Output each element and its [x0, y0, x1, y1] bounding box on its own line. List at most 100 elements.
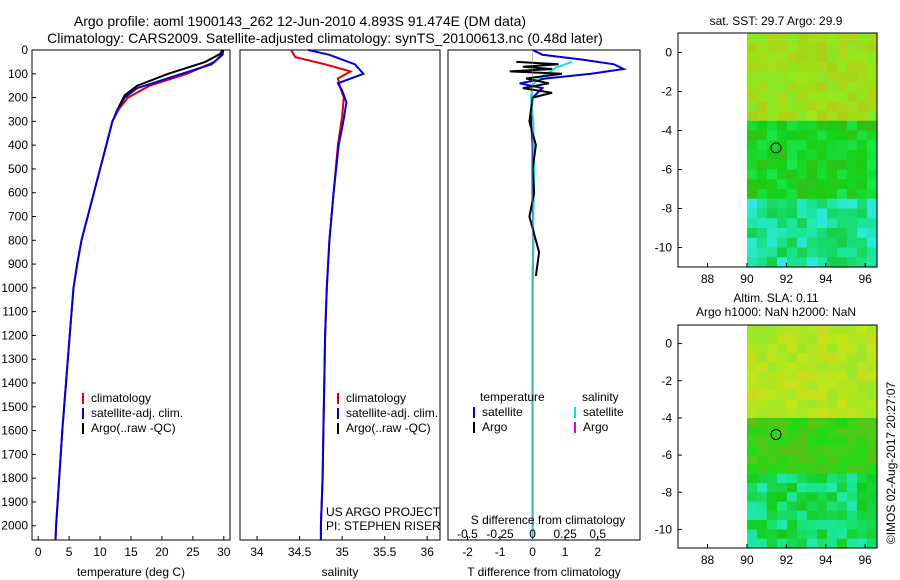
sla-map-cell: [796, 380, 808, 391]
sla-map-cell: [826, 464, 838, 475]
sst-map-cell: [856, 33, 868, 44]
sla-map-cell: [796, 390, 808, 400]
differences-xlabel: T difference from climatology: [467, 565, 621, 579]
salinity-xtick-label: 35: [335, 545, 349, 559]
sla-map-cell: [796, 529, 808, 540]
sla-map-cell: [836, 371, 848, 382]
sla-map-cell: [846, 501, 858, 512]
sla-map-cell: [816, 352, 828, 363]
sst-map-cell: [806, 130, 818, 141]
temperature-ytick-label: 1900: [1, 495, 28, 509]
sst-map-frame: [677, 32, 878, 268]
sla-map-cell: [756, 417, 768, 428]
sla-map-cell: [786, 399, 798, 410]
salinity-panel: 34 34.5 35 35.5 36 salinity climatologysatelli…: [239, 49, 441, 579]
sla-map-cell: [856, 473, 868, 484]
sst-map-ytick-label: -4: [661, 124, 672, 138]
sla-map-cell: [776, 427, 788, 438]
sla-map-cell: [806, 325, 818, 335]
sst-map-cell: [776, 62, 788, 73]
temperature-ytick-label: 400: [8, 138, 28, 152]
sst-map-cell: [796, 218, 808, 229]
sst-map-cell: [826, 42, 838, 54]
sla-map-cell: [756, 427, 768, 438]
sla-map-cell: [816, 538, 828, 549]
sst-map-cell: [856, 81, 868, 93]
sla-map-cell: [756, 343, 768, 354]
sla-map-cell: [846, 436, 858, 447]
sla-map-cell: [856, 325, 868, 335]
sst-map-cell: [826, 52, 838, 63]
sla-map-cell: [806, 334, 818, 345]
sla-map-cell: [786, 334, 798, 345]
sst-map-cell: [816, 189, 828, 200]
sla-map-cell: [846, 362, 858, 373]
sst-map-cell: [806, 257, 818, 268]
sst-map-cell: [756, 228, 768, 239]
sla-map-cell: [826, 408, 838, 419]
sst-map-cell: [826, 169, 838, 180]
sst-map-cell: [766, 101, 778, 112]
sla-map-cell: [776, 510, 788, 521]
sla-map-cell: [806, 510, 818, 521]
sla-map-cell: [846, 510, 858, 521]
sst-map-cell: [856, 130, 868, 141]
sla-map-cell: [746, 427, 758, 438]
sla-map-cell: [776, 482, 788, 493]
sst-map-cell: [846, 237, 858, 249]
sla-map-xtick-label: 94: [819, 553, 833, 567]
sla-map-cell: [856, 427, 868, 438]
sst-map-cell: [756, 198, 768, 210]
sst-map-cell: [746, 169, 758, 180]
sla-map-cell: [816, 455, 828, 465]
sla-map-cell: [856, 464, 868, 475]
sst-map-cell: [826, 179, 838, 190]
sla-map-cell: [786, 436, 798, 447]
sla-map-cell: [846, 334, 858, 345]
sla-map-cell: [796, 399, 808, 410]
title-line-2: Climatology: CARS2009. Satellite-adjuste…: [47, 30, 603, 46]
sst-map-cell: [776, 257, 788, 268]
sla-map-cell: [867, 334, 878, 345]
sla-map-cell: [846, 455, 858, 465]
sla-map-cell: [766, 464, 778, 475]
sst-map-cell: [786, 179, 798, 190]
temperature-xtick-label: 20: [155, 545, 169, 559]
sst-map-cell: [746, 159, 758, 171]
sst-map-cell: [867, 179, 878, 190]
sst-map-cell: [856, 91, 868, 102]
sst-map-cell: [766, 42, 778, 54]
sst-map-cell: [746, 198, 758, 210]
sst-map-cell: [806, 179, 818, 190]
sst-map-cell: [816, 159, 828, 171]
sla-map-cell: [867, 492, 878, 503]
sal-legend-label: Argo(..raw -QC): [346, 421, 431, 435]
sst-map-cell: [816, 42, 828, 54]
sst-map-cell: [806, 120, 818, 132]
sla-map-cell: [766, 436, 778, 447]
sst-map-cell: [826, 189, 838, 200]
sst-map-cell: [766, 198, 778, 210]
sst-map-cell: [796, 72, 808, 83]
temperature-ytick-label: 1700: [1, 447, 28, 461]
sst-map-cell: [766, 159, 778, 171]
sla-map-cell: [826, 520, 838, 531]
sst-map-cell: [746, 101, 758, 112]
sla-map-cell: [856, 417, 868, 428]
sla-map-cell: [816, 436, 828, 447]
sla-map-cell: [816, 529, 828, 540]
sla-map-cell: [746, 455, 758, 465]
sst-map-cell: [786, 228, 798, 239]
sst-map-cell: [746, 111, 758, 122]
sla-map-cell: [856, 390, 868, 400]
sla-map-cell: [867, 455, 878, 465]
sst-map-cell: [766, 52, 778, 63]
sla-map-cell: [786, 427, 798, 438]
temperature-ytick-label: 200: [8, 91, 28, 105]
sst-map-xtick-label: 92: [780, 272, 794, 286]
sla-map-cell: [806, 399, 818, 410]
differences-xtick-label: 1: [562, 545, 569, 559]
sst-map-cell: [756, 33, 768, 44]
sla-map-cell: [846, 352, 858, 363]
sla-map-cell: [786, 501, 798, 512]
